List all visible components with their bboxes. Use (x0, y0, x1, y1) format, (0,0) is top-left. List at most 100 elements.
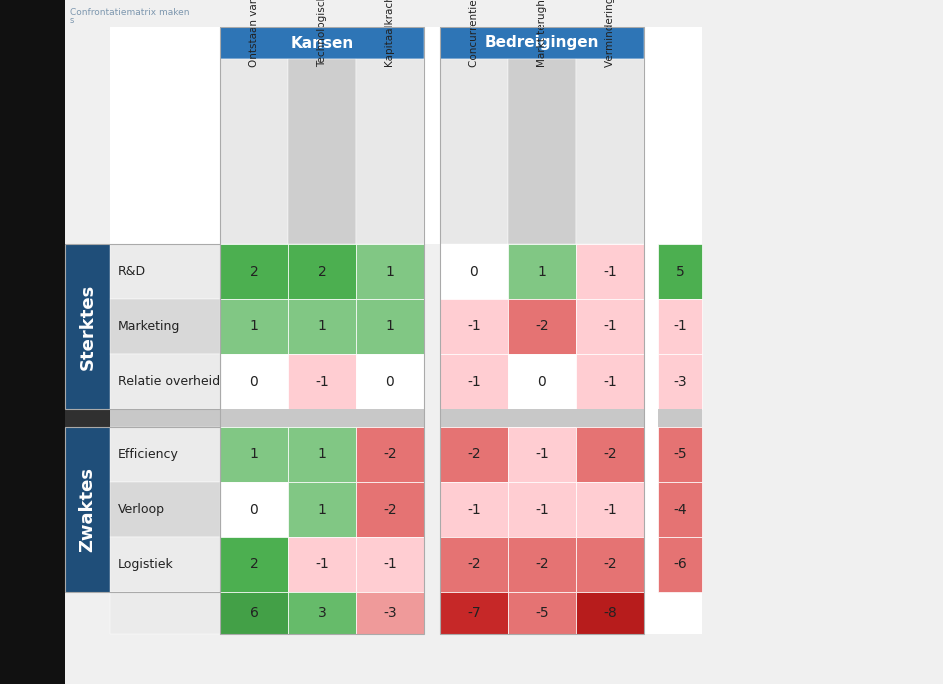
Text: Zwaktes: Zwaktes (78, 467, 96, 552)
Bar (110, 244, 220, 299)
Bar (440, 537, 508, 592)
Bar (356, 537, 424, 592)
Text: 1: 1 (386, 265, 394, 278)
Bar (440, 409, 644, 427)
Bar (110, 299, 220, 354)
Bar (440, 482, 508, 537)
Bar (110, 537, 220, 592)
Bar (508, 59, 576, 244)
Bar (356, 427, 424, 482)
Bar (424, 409, 440, 427)
Text: -1: -1 (315, 375, 329, 389)
Bar (110, 27, 702, 634)
Bar (220, 482, 288, 537)
Text: 1: 1 (318, 319, 326, 334)
Bar (658, 482, 702, 537)
Bar (424, 482, 440, 537)
Bar (220, 409, 424, 427)
Bar (288, 482, 356, 537)
Bar (220, 27, 424, 634)
Bar (220, 592, 288, 634)
Text: 2: 2 (250, 265, 258, 278)
Text: -1: -1 (604, 503, 617, 516)
Text: Bedreigingen: Bedreigingen (485, 36, 599, 51)
Bar (65, 427, 110, 592)
Text: 1: 1 (318, 447, 326, 462)
Bar (440, 354, 508, 409)
Bar (658, 427, 702, 482)
Bar (576, 299, 644, 354)
Text: Kansen: Kansen (290, 36, 354, 51)
Text: -1: -1 (535, 447, 549, 462)
Bar (508, 592, 576, 634)
Text: -5: -5 (673, 447, 687, 462)
Text: 0: 0 (250, 375, 258, 389)
Text: Relatie overheid: Relatie overheid (118, 375, 220, 388)
Text: -2: -2 (467, 557, 481, 572)
Bar (220, 537, 288, 592)
Text: 2: 2 (318, 265, 326, 278)
Bar (0, 0, 65, 684)
Bar (576, 482, 644, 537)
Bar (424, 354, 440, 409)
Bar (220, 59, 288, 244)
Text: 0: 0 (250, 503, 258, 516)
Bar (356, 482, 424, 537)
Text: Confrontatiematrix maken: Confrontatiematrix maken (70, 8, 190, 17)
Text: 1: 1 (538, 265, 546, 278)
Bar (288, 354, 356, 409)
Text: 1: 1 (318, 503, 326, 516)
Text: Markt terughoudend technische ontwikkelingen: Markt terughoudend technische ontwikkeli… (537, 0, 547, 67)
Bar (576, 427, 644, 482)
Bar (424, 427, 440, 482)
Text: Vermindering klantloyaliteit: Vermindering klantloyaliteit (605, 0, 615, 67)
Bar (220, 427, 288, 482)
Bar (288, 244, 356, 299)
Text: 1: 1 (250, 447, 258, 462)
Bar (424, 299, 440, 354)
Bar (288, 427, 356, 482)
Bar (220, 354, 288, 409)
Bar (508, 427, 576, 482)
Bar (658, 299, 702, 354)
Text: -1: -1 (604, 319, 617, 334)
Text: -1: -1 (467, 319, 481, 334)
Text: -2: -2 (383, 447, 397, 462)
Text: Logistiek: Logistiek (118, 558, 174, 571)
Text: -7: -7 (467, 606, 481, 620)
Bar (508, 354, 576, 409)
Text: Sterktes: Sterktes (78, 283, 96, 369)
Text: -1: -1 (604, 265, 617, 278)
Text: Efficiency: Efficiency (118, 448, 179, 461)
Text: s: s (70, 16, 74, 25)
Bar (440, 427, 508, 482)
Text: Kapitaalkracht klanten: Kapitaalkracht klanten (385, 0, 395, 67)
Text: -6: -6 (673, 557, 687, 572)
Bar (508, 482, 576, 537)
Bar (424, 592, 440, 634)
Text: 0: 0 (538, 375, 546, 389)
Text: -8: -8 (604, 606, 617, 620)
Bar (440, 592, 508, 634)
Bar (356, 299, 424, 354)
Text: -2: -2 (604, 557, 617, 572)
Text: 1: 1 (386, 319, 394, 334)
Text: -5: -5 (536, 606, 549, 620)
Bar (65, 244, 220, 409)
Bar (508, 537, 576, 592)
Bar (220, 299, 288, 354)
Bar (288, 592, 356, 634)
Bar (65, 427, 220, 592)
Bar (424, 244, 440, 299)
Text: -1: -1 (467, 503, 481, 516)
Bar (356, 59, 424, 244)
Bar (65, 409, 110, 427)
Bar (440, 27, 644, 59)
Text: Verloop: Verloop (118, 503, 165, 516)
Text: -1: -1 (467, 375, 481, 389)
Bar (576, 244, 644, 299)
Text: -1: -1 (673, 319, 687, 334)
Text: -1: -1 (315, 557, 329, 572)
Bar (658, 537, 702, 592)
Text: -2: -2 (536, 319, 549, 334)
